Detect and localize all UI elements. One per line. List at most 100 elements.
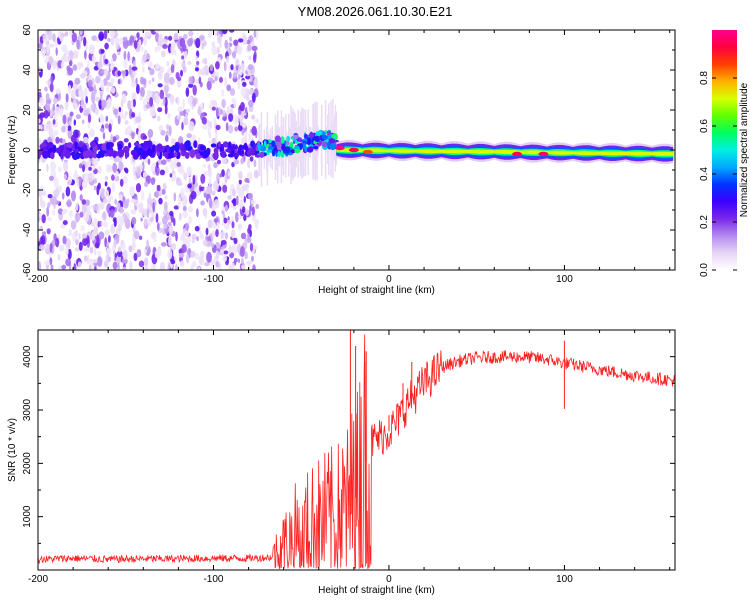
noise-speckle xyxy=(93,217,98,228)
noise-speckle xyxy=(237,79,241,90)
snr-xtick-label: -100 xyxy=(203,574,223,585)
noise-speckle xyxy=(221,30,228,35)
noise-speckle xyxy=(159,169,165,176)
noise-speckle xyxy=(158,197,163,205)
noise-speckle xyxy=(245,106,248,114)
noise-speckle xyxy=(61,192,65,200)
band-speckle xyxy=(217,141,221,148)
noise-speckle xyxy=(153,191,159,198)
noise-speckle xyxy=(100,91,103,101)
noise-speckle xyxy=(250,199,256,205)
noise-speckle xyxy=(141,55,147,63)
noise-speckle xyxy=(118,161,124,171)
noise-speckle xyxy=(244,239,248,250)
noise-speckle xyxy=(83,211,90,223)
noise-speckle xyxy=(110,133,113,144)
noise-speckle xyxy=(241,257,244,265)
band-speckle xyxy=(132,151,139,160)
noise-speckle xyxy=(122,38,129,49)
noise-speckle xyxy=(211,242,214,248)
noise-speckle xyxy=(47,194,53,199)
spectrogram-xlabel: Height of straight line (km) xyxy=(318,285,435,296)
noise-speckle xyxy=(73,263,77,270)
noise-speckle xyxy=(89,128,95,138)
noise-speckle xyxy=(83,255,88,262)
noise-speckle xyxy=(244,177,250,183)
noise-speckle xyxy=(49,110,53,118)
band-speckle xyxy=(184,152,190,159)
drift-blob xyxy=(255,154,261,158)
noise-speckle xyxy=(123,59,128,69)
noise-speckle xyxy=(135,183,142,193)
noise-speckle xyxy=(221,157,227,165)
noise-speckle xyxy=(85,96,88,104)
noise-speckle xyxy=(53,97,58,105)
noise-speckle xyxy=(239,116,243,127)
noise-speckle xyxy=(170,43,175,55)
noise-speckle xyxy=(248,133,253,138)
noise-speckle xyxy=(131,80,136,88)
noise-speckle xyxy=(215,133,218,141)
noise-speckle xyxy=(219,43,222,48)
band-speckle xyxy=(227,153,235,158)
noise-speckle xyxy=(122,36,128,41)
noise-speckle xyxy=(158,34,164,46)
noise-speckle xyxy=(133,60,136,67)
noise-speckle xyxy=(124,120,129,125)
noise-speckle xyxy=(66,199,72,208)
noise-speckle xyxy=(61,125,67,133)
spectrogram-xtick-label: -100 xyxy=(203,274,223,285)
noise-speckle xyxy=(52,33,56,43)
noise-speckle xyxy=(119,178,124,187)
noise-speckle xyxy=(229,36,232,42)
noise-speckle xyxy=(131,73,135,83)
band-speckle xyxy=(229,145,237,151)
noise-speckle xyxy=(82,164,85,173)
noise-speckle xyxy=(215,260,220,268)
noise-speckle xyxy=(210,99,217,105)
noise-speckle xyxy=(94,177,97,184)
noise-speckle xyxy=(177,106,183,113)
noise-speckle xyxy=(191,233,197,241)
noise-speckle xyxy=(219,173,223,178)
noise-speckle xyxy=(110,87,116,94)
spectrogram-xtick-label: 0 xyxy=(386,274,392,285)
noise-speckle xyxy=(50,161,56,172)
noise-speckle xyxy=(65,124,68,134)
noise-speckle xyxy=(53,130,59,136)
noise-speckle xyxy=(60,224,65,229)
noise-speckle xyxy=(206,251,212,263)
noise-speckle xyxy=(253,53,257,64)
noise-speckle xyxy=(87,158,91,168)
noise-speckle xyxy=(185,254,190,264)
band-speckle xyxy=(185,140,191,149)
noise-speckle xyxy=(110,78,115,85)
noise-speckle xyxy=(239,246,245,258)
noise-speckle xyxy=(217,33,222,44)
drift-blob xyxy=(307,137,311,145)
noise-speckle xyxy=(133,252,138,262)
noise-speckle xyxy=(213,180,219,192)
noise-speckle xyxy=(136,249,142,258)
noise-speckle xyxy=(117,70,122,77)
noise-speckle xyxy=(75,202,79,211)
noise-speckle xyxy=(200,173,206,184)
noise-speckle xyxy=(143,257,149,267)
noise-speckle xyxy=(80,73,86,79)
noise-speckle xyxy=(241,264,246,270)
noise-speckle xyxy=(110,223,116,235)
noise-speckle xyxy=(136,83,140,95)
noise-speckle xyxy=(104,181,108,187)
noise-speckle xyxy=(103,30,108,40)
noise-speckle xyxy=(131,66,138,71)
noise-speckle xyxy=(179,111,185,116)
noise-speckle xyxy=(196,208,199,218)
noise-speckle xyxy=(81,233,88,239)
noise-speckle xyxy=(133,40,138,50)
noise-speckle xyxy=(70,134,77,143)
noise-speckle xyxy=(93,84,97,93)
noise-speckle xyxy=(44,244,51,249)
noise-speckle xyxy=(192,260,197,267)
noise-speckle xyxy=(162,44,168,49)
noise-speckle xyxy=(220,108,223,115)
